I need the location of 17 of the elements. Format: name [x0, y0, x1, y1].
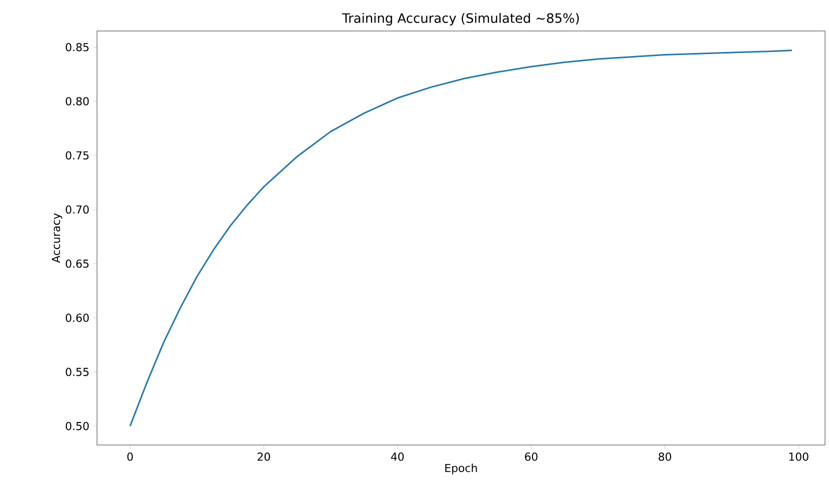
y-tick-label: 0.55 [66, 368, 89, 376]
chart-title: Training Accuracy (Simulated ~85%) [342, 12, 579, 26]
x-tick-label: 100 [789, 452, 808, 461]
y-tick-label: 0.50 [66, 422, 89, 430]
x-tick-label: 80 [658, 452, 672, 461]
y-tick-label: 0.70 [66, 205, 89, 214]
x-axis-title: Epoch [445, 464, 477, 474]
x-tick-label: 40 [391, 452, 404, 461]
y-tick-label: 0.65 [66, 260, 89, 268]
y-axis-title: Accuracy [52, 213, 62, 263]
x-tick-label: 0 [127, 452, 133, 461]
x-tick-label: 20 [258, 452, 270, 461]
x-tick-label: 60 [524, 452, 538, 461]
y-tick-label: 0.75 [66, 151, 89, 160]
y-tick-label: 0.85 [66, 42, 89, 52]
y-tick-label: 0.80 [66, 97, 89, 106]
y-tick-label: 0.60 [66, 314, 89, 322]
